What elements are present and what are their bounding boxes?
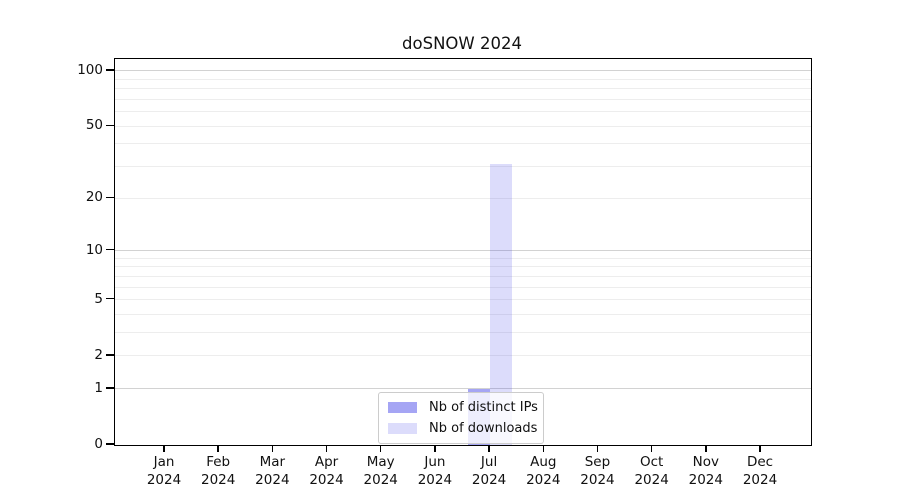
legend-item: Nb of distinct IPs (388, 399, 538, 416)
x-axis-tick (271, 445, 274, 453)
y-axis-tick (106, 124, 114, 126)
legend-label: Nb of downloads (429, 421, 538, 436)
minor-gridline (115, 332, 811, 334)
y-tick-label: 2 (94, 346, 103, 363)
major-gridline (115, 250, 811, 252)
x-tick-label: Dec 2024 (742, 454, 778, 488)
y-axis-tick (106, 248, 114, 251)
x-tick-label: May 2024 (363, 454, 398, 488)
bar-downloads (490, 164, 513, 445)
x-axis-tick (325, 445, 328, 453)
minor-gridline (115, 257, 811, 259)
legend-swatch-downloads (388, 423, 417, 434)
major-gridline (115, 70, 811, 72)
y-axis-tick (106, 196, 114, 198)
minor-gridline (115, 88, 811, 90)
minor-gridline (115, 111, 811, 113)
y-tick-label: 100 (77, 61, 103, 78)
plot-area (114, 58, 812, 446)
y-tick-label: 0 (94, 436, 103, 452)
x-tick-label: Jul 2024 (471, 454, 507, 488)
x-tick-label: Jan 2024 (146, 454, 182, 488)
x-axis-tick (434, 445, 436, 453)
x-tick-label: Sep 2024 (580, 454, 615, 488)
y-tick-label: 1 (94, 379, 103, 396)
y-axis-tick (106, 443, 114, 445)
x-tick-label: Mar 2024 (255, 454, 290, 488)
minor-gridline (115, 275, 811, 277)
x-axis-tick (542, 445, 544, 453)
chart-title: doSNOW 2024 (402, 34, 522, 53)
minor-gridline (115, 166, 811, 168)
x-axis-tick (759, 445, 761, 453)
y-tick-label: 10 (85, 241, 103, 258)
x-axis-tick (163, 445, 165, 453)
x-tick-label: Aug 2024 (526, 454, 561, 488)
legend-swatch-distinct-ips (388, 402, 417, 413)
x-tick-label: Nov 2024 (688, 454, 723, 488)
y-axis-tick (106, 354, 114, 356)
legend-label: Nb of distinct IPs (429, 400, 538, 415)
minor-gridline (115, 286, 811, 288)
x-axis-tick (650, 445, 653, 453)
minor-gridline (115, 78, 811, 80)
x-axis-tick (217, 445, 219, 453)
minor-gridline (115, 299, 811, 301)
x-tick-label: Apr 2024 (309, 454, 344, 488)
x-axis-tick (380, 445, 382, 453)
x-axis-tick (596, 445, 599, 453)
minor-gridline (115, 266, 811, 268)
minor-gridline (115, 125, 811, 127)
minor-gridline (115, 355, 811, 357)
minor-gridline (115, 98, 811, 100)
y-axis-tick (106, 298, 114, 300)
x-tick-label: Oct 2024 (634, 454, 669, 488)
y-axis-tick (106, 387, 114, 389)
x-tick-label: Feb 2024 (200, 454, 236, 488)
minor-gridline (115, 197, 811, 199)
y-axis-tick (106, 69, 114, 71)
minor-gridline (115, 314, 811, 316)
x-tick-label: Jun 2024 (417, 454, 453, 488)
minor-gridline (115, 143, 811, 145)
x-axis-tick (705, 445, 707, 453)
legend-item: Nb of downloads (388, 420, 538, 437)
y-tick-label: 20 (85, 189, 103, 206)
major-gridline (115, 388, 811, 390)
y-tick-label: 5 (94, 290, 103, 307)
x-axis-tick (488, 445, 490, 453)
legend: Nb of distinct IPs Nb of downloads (378, 392, 544, 444)
y-tick-label: 50 (85, 117, 103, 134)
